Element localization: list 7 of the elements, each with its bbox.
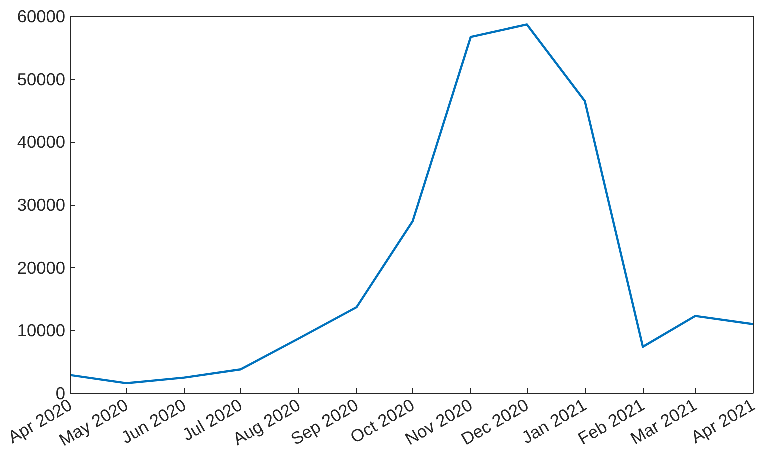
y-tick-label: 10000 (17, 320, 66, 341)
y-tick-label: 50000 (17, 69, 66, 90)
y-tick-label: 40000 (17, 132, 66, 152)
y-tick-label: 60000 (17, 6, 66, 26)
y-tick-label: 30000 (17, 195, 66, 215)
y-tick-label: 20000 (17, 258, 66, 278)
line-series (70, 24, 754, 385)
